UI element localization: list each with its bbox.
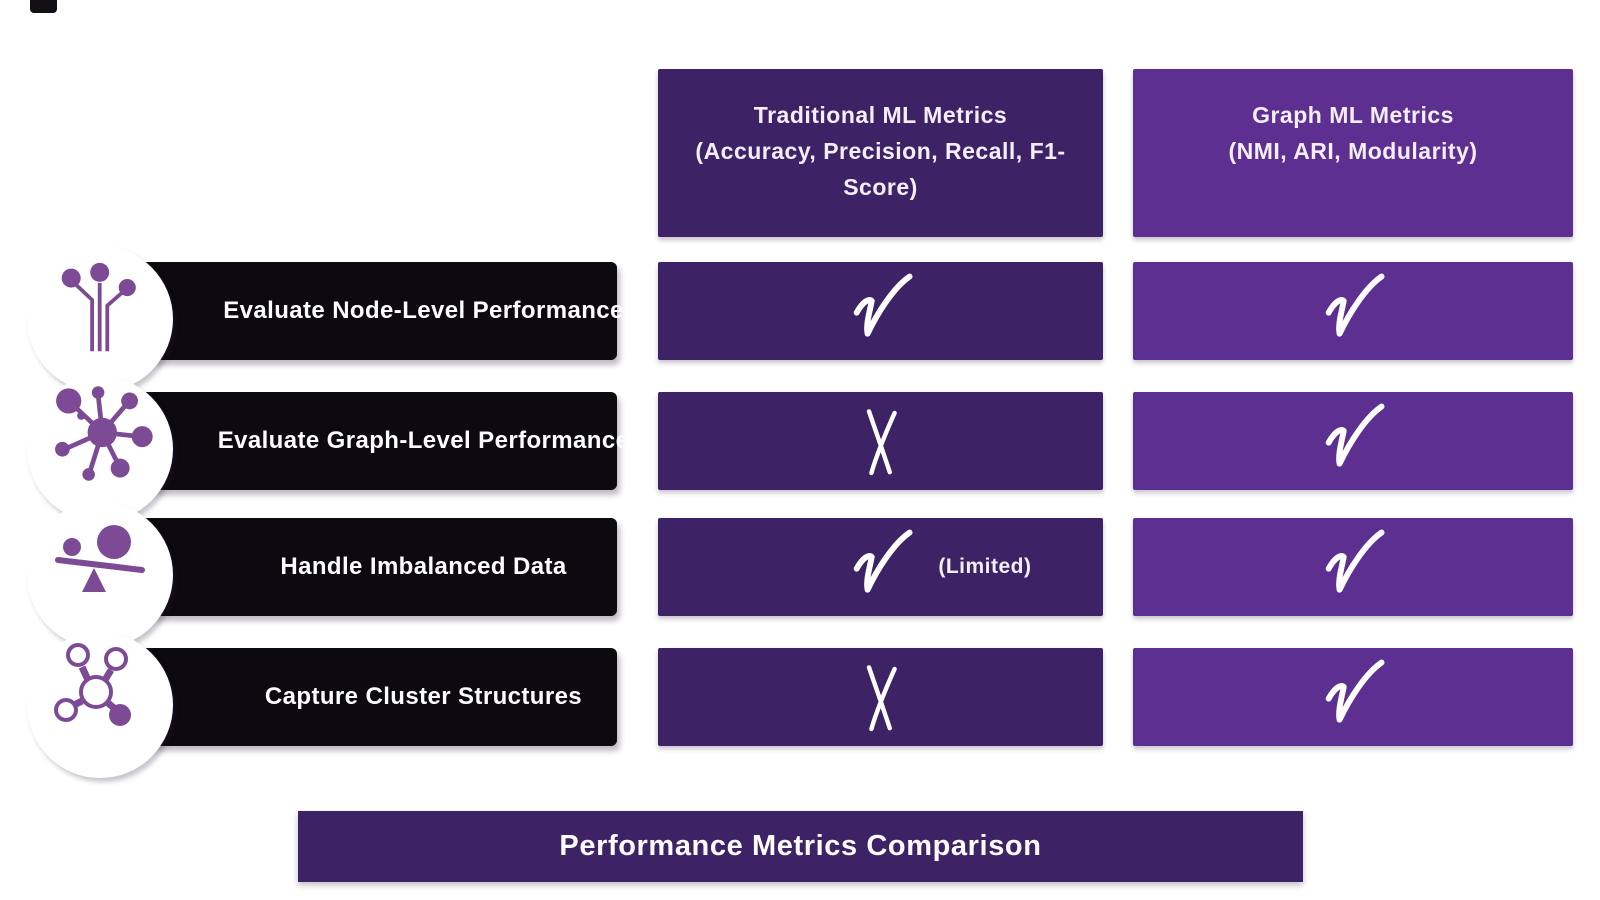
cell-cluster-traditional [658, 648, 1103, 746]
x-mark-icon [866, 665, 897, 732]
row-label-text: Evaluate Node-Level Performance [223, 297, 624, 324]
cell-note-limited: (Limited) [938, 555, 1032, 578]
column-header-graph-ml: Graph ML Metrics (NMI, ARI, Modularity) [1133, 69, 1573, 237]
row-label-text: Capture Cluster Structures [264, 683, 583, 710]
column-header-traditional-ml: Traditional ML Metrics (Accuracy, Precis… [658, 69, 1103, 237]
cluster-molecule-icon [54, 643, 131, 726]
row-label-imbalanced-data: Handle Imbalanced Data [27, 502, 617, 648]
check-mark-icon [853, 273, 912, 337]
cell-node-level-traditional [658, 262, 1103, 360]
cell-imbalanced-graph [1133, 518, 1573, 616]
cell-graph-level-traditional [658, 392, 1103, 490]
balance-seesaw-icon [55, 525, 145, 592]
row-label-node-level: Evaluate Node-Level Performance [27, 246, 623, 392]
row-label-text: Handle Imbalanced Data [280, 553, 567, 580]
check-mark-icon [1325, 659, 1385, 723]
row-label-cluster-structures: Capture Cluster Structures [27, 632, 617, 778]
cell-graph-level-graph [1133, 392, 1573, 490]
network-hub-icon [55, 386, 153, 481]
check-mark-icon [1325, 273, 1385, 337]
check-mark-icon [1325, 529, 1385, 593]
icon-cutout [27, 502, 173, 648]
node-pins-icon [61, 262, 136, 352]
cropped-logo-mark [30, 0, 57, 13]
column-title: Graph ML Metrics [1252, 102, 1454, 128]
column-title: Traditional ML Metrics [753, 102, 1008, 128]
cell-cluster-graph [1133, 648, 1573, 746]
column-subtitle: (NMI, ARI, Modularity) [1228, 138, 1478, 164]
column-subtitle: (Accuracy, Precision, Recall, F1-Score) [695, 138, 1066, 200]
cell-node-level-graph [1133, 262, 1573, 360]
cell-imbalanced-traditional: (Limited) [658, 518, 1103, 616]
row-label-graph-level: Evaluate Graph-Level Performance [27, 376, 629, 522]
footer-title: Performance Metrics Comparison [559, 830, 1042, 862]
row-label-text: Evaluate Graph-Level Performance [217, 427, 630, 454]
x-mark-icon [866, 409, 897, 476]
footer-title-bar: Performance Metrics Comparison [298, 811, 1303, 882]
check-mark-icon [853, 529, 912, 593]
check-mark-icon [1325, 403, 1385, 467]
